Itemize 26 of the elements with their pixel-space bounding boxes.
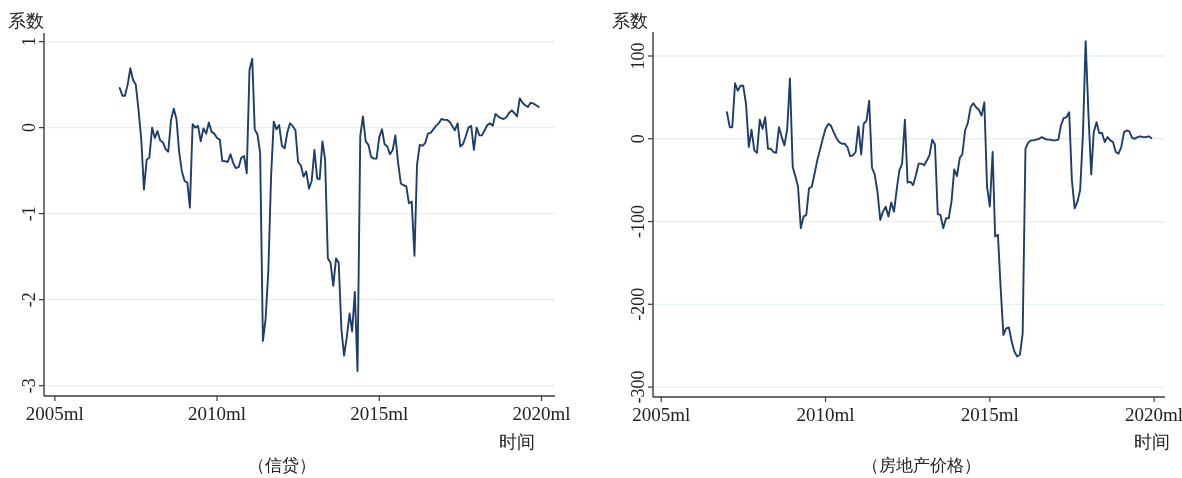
x-tick-label: 2015ml — [960, 404, 1019, 425]
y-tick-label: -100 — [628, 205, 648, 239]
y-tick-label: -1 — [19, 206, 39, 222]
text: （信贷） — [248, 456, 316, 475]
y-tick-label: 0 — [19, 123, 39, 133]
y-tick-label: 1 — [19, 37, 39, 47]
x-axis-title: 时间 — [1134, 432, 1170, 452]
y-tick-label: 100 — [628, 42, 648, 70]
y-tick-label: -3 — [19, 378, 39, 394]
line-series — [118, 57, 540, 373]
x-axis-title: 时间 — [499, 432, 535, 452]
y-tick-label: 0 — [628, 134, 648, 144]
text: （房地产价格） — [861, 456, 981, 475]
y-tick-label: -300 — [628, 370, 648, 404]
x-tick-label: 2005ml — [25, 403, 84, 424]
x-tick-label: 2015ml — [350, 403, 409, 424]
x-tick-label: 2010ml — [796, 404, 855, 425]
x-tick-label: 2010ml — [188, 403, 247, 424]
line-series — [726, 40, 1153, 358]
x-tick-label: 2020ml — [1125, 404, 1182, 425]
y-tick-label: -200 — [628, 287, 648, 321]
y-axis-title: 系数 — [612, 11, 648, 31]
x-tick-label: 2020ml — [512, 403, 571, 424]
x-tick-label: 2005ml — [632, 404, 691, 425]
y-axis-title: 系数 — [8, 11, 44, 31]
y-tick-label: -2 — [19, 292, 39, 308]
